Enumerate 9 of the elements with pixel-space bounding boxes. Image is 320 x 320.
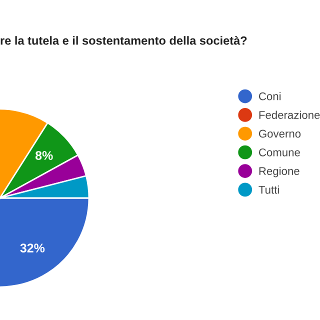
data-label: 32% [20, 244, 45, 252]
legend-label: Coni [259, 92, 281, 100]
legend-label: Regione [259, 166, 300, 178]
legend-label: Federazione [259, 110, 320, 119]
legend-label: Comune [259, 148, 300, 156]
chart-title: re la tutela e il sostentamento della società? [0, 36, 247, 45]
data-label: 8% [35, 151, 53, 160]
legend-label: Tutti [258, 186, 279, 194]
legend-label: Governo [259, 130, 301, 138]
